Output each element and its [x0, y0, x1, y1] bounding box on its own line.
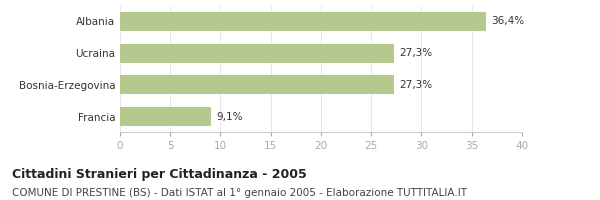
Text: Cittadini Stranieri per Cittadinanza - 2005: Cittadini Stranieri per Cittadinanza - 2…	[12, 168, 307, 181]
Bar	[120, 75, 394, 94]
Text: 27,3%: 27,3%	[400, 48, 433, 58]
Text: 36,4%: 36,4%	[491, 16, 524, 26]
Text: 9,1%: 9,1%	[217, 112, 243, 122]
Bar	[120, 44, 394, 63]
Text: COMUNE DI PRESTINE (BS) - Dati ISTAT al 1° gennaio 2005 - Elaborazione TUTTITALI: COMUNE DI PRESTINE (BS) - Dati ISTAT al …	[12, 188, 467, 198]
Text: 27,3%: 27,3%	[400, 80, 433, 90]
Bar	[120, 107, 211, 126]
Bar	[120, 12, 486, 31]
